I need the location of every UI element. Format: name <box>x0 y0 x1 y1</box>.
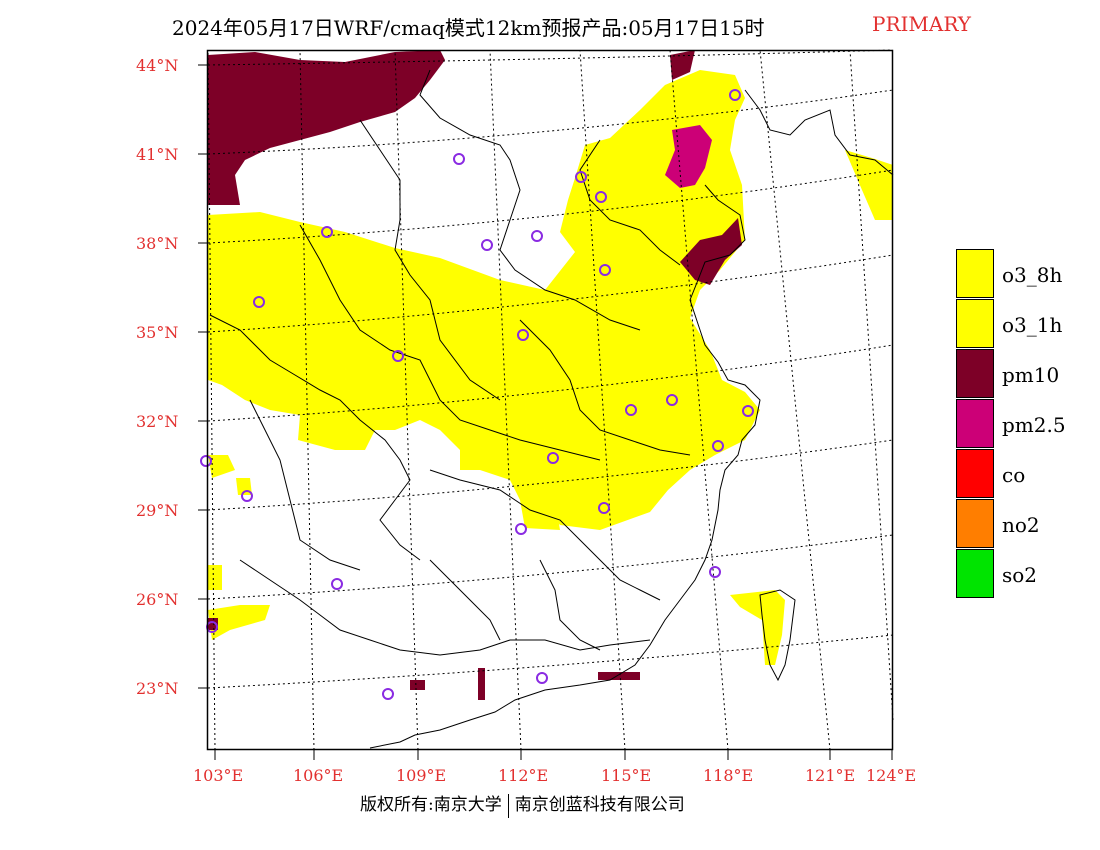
legend-label: co <box>1002 463 1026 487</box>
legend-item-o3-8h: o3_8h <box>956 249 1100 299</box>
station-markers <box>200 89 754 700</box>
legend-item-pm10: pm10 <box>956 349 1100 399</box>
legend-swatch <box>956 449 994 498</box>
lon-label-103: 103°E <box>193 766 244 785</box>
legend-item-co: co <box>956 449 1100 499</box>
lon-label-121: 121°E <box>805 766 856 785</box>
lon-label-115: 115°E <box>601 766 652 785</box>
lat-label-41: 41°N <box>136 145 179 164</box>
boundary-lines <box>209 69 894 749</box>
lon-label-112: 112°E <box>498 766 549 785</box>
legend-label: so2 <box>1002 563 1038 587</box>
lat-label-38: 38°N <box>136 234 179 253</box>
pm10-area <box>208 50 742 700</box>
legend-swatch <box>956 549 994 598</box>
legend-swatch <box>956 349 994 398</box>
lon-label-106: 106°E <box>293 766 344 785</box>
title-primary-tag: PRIMARY <box>872 12 971 36</box>
lon-label-109: 109°E <box>396 766 447 785</box>
legend-label: o3_1h <box>1002 313 1063 337</box>
legend-label: o3_8h <box>1002 263 1063 287</box>
legend-swatch <box>956 399 994 448</box>
legend-label: pm2.5 <box>1002 413 1066 437</box>
map-frame <box>206 49 894 751</box>
legend-item-no2: no2 <box>956 499 1100 549</box>
o3-area <box>208 70 893 665</box>
copyright: 版权所有:南京大学 南京创蓝科技有限公司 <box>360 790 685 818</box>
legend-item-o3-1h: o3_1h <box>956 299 1100 349</box>
lat-label-44: 44°N <box>136 56 179 75</box>
lat-label-35: 35°N <box>136 323 179 342</box>
legend-label: no2 <box>1002 513 1040 537</box>
legend-item-pm25: pm2.5 <box>956 399 1100 449</box>
graticule <box>207 49 894 751</box>
legend-item-so2: so2 <box>956 549 1100 599</box>
title-main: 2024年05月17日WRF/cmaq模式12km预报产品:05月17日15时 <box>172 16 765 40</box>
axis-ticks <box>198 64 893 760</box>
lon-label-124: 124°E <box>866 766 917 785</box>
copyright-company: 南京创蓝科技有限公司 <box>514 795 685 815</box>
lon-label-118: 118°E <box>703 766 754 785</box>
lat-label-29: 29°N <box>136 501 179 520</box>
legend-swatch <box>956 299 994 348</box>
lat-label-26: 26°N <box>136 590 179 609</box>
lat-label-23: 23°N <box>136 679 179 698</box>
legend-swatch <box>956 249 994 298</box>
copyright-owner: 版权所有:南京大学 <box>360 795 502 815</box>
pm25-area <box>665 125 712 188</box>
legend-swatch <box>956 499 994 548</box>
lat-label-32: 32°N <box>136 412 179 431</box>
copyright-separator <box>507 793 509 818</box>
legend-label: pm10 <box>1002 363 1060 387</box>
